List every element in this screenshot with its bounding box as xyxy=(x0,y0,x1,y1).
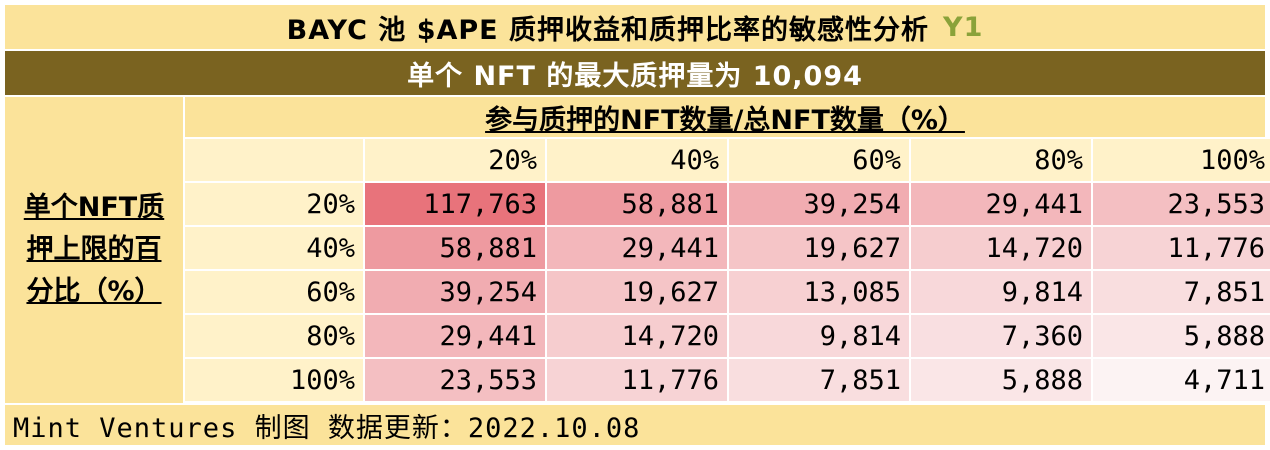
heatmap-cell: 7,360 xyxy=(911,315,1091,357)
column-header: 40% xyxy=(547,139,727,181)
row-axis-label: 单个NFT质押上限的百分比（%） xyxy=(23,192,165,307)
heatmap-cell: 13,085 xyxy=(729,271,909,313)
row-header: 100% xyxy=(185,359,363,401)
column-header: 100% xyxy=(1093,139,1270,181)
heatmap-cell: 19,627 xyxy=(547,271,727,313)
heatmap-cell: 11,776 xyxy=(1093,227,1270,269)
heatmap-cell: 9,814 xyxy=(911,271,1091,313)
footer-credit: Mint Ventures 制图 数据更新：2022.10.08 xyxy=(5,405,1265,445)
column-header: 20% xyxy=(365,139,545,181)
grid-corner xyxy=(185,139,363,181)
column-axis-label: 参与质押的NFT数量/总NFT数量（%） xyxy=(185,97,1265,137)
heatmap-cell: 117,763 xyxy=(365,183,545,225)
heatmap-cell: 29,441 xyxy=(911,183,1091,225)
heatmap-cell: 39,254 xyxy=(729,183,909,225)
heatmap-cell: 9,814 xyxy=(729,315,909,357)
heatmap-cell: 14,720 xyxy=(547,315,727,357)
column-header: 60% xyxy=(729,139,909,181)
row-axis-panel: 单个NFT质押上限的百分比（%） xyxy=(5,97,183,403)
row-header: 40% xyxy=(185,227,363,269)
heatmap-cell: 11,776 xyxy=(547,359,727,401)
heatmap-cell: 29,441 xyxy=(547,227,727,269)
heatmap-cell: 5,888 xyxy=(1093,315,1270,357)
heatmap-cell: 7,851 xyxy=(1093,271,1270,313)
table-subtitle: 单个 NFT 的最大质押量为 10,094 xyxy=(5,51,1265,95)
heatmap-cell: 7,851 xyxy=(729,359,909,401)
heatmap-cell: 23,553 xyxy=(1093,183,1270,225)
title-text: BAYC 池 $APE 质押收益和质押比率的敏感性分析 xyxy=(286,14,930,46)
heatmap-cell: 4,711 xyxy=(1093,359,1270,401)
row-header: 20% xyxy=(185,183,363,225)
sensitivity-table: BAYC 池 $APE 质押收益和质押比率的敏感性分析 Y1 单个 NFT 的最… xyxy=(5,5,1270,445)
row-header: 60% xyxy=(185,271,363,313)
table-title: BAYC 池 $APE 质押收益和质押比率的敏感性分析 Y1 xyxy=(5,5,1265,49)
heatmap-cell: 58,881 xyxy=(365,227,545,269)
heatmap-cell: 23,553 xyxy=(365,359,545,401)
title-tag: Y1 xyxy=(943,11,984,43)
row-header: 80% xyxy=(185,315,363,357)
heatmap-cell: 29,441 xyxy=(365,315,545,357)
heatmap-cell: 14,720 xyxy=(911,227,1091,269)
heatmap-grid: 20% 40% 60% 80% 100% 20% 117,763 58,881 39,254 29… xyxy=(185,139,1270,403)
heatmap-cell: 5,888 xyxy=(911,359,1091,401)
heatmap-cell: 19,627 xyxy=(729,227,909,269)
heatmap-cell: 58,881 xyxy=(547,183,727,225)
column-header: 80% xyxy=(911,139,1091,181)
heatmap-cell: 39,254 xyxy=(365,271,545,313)
